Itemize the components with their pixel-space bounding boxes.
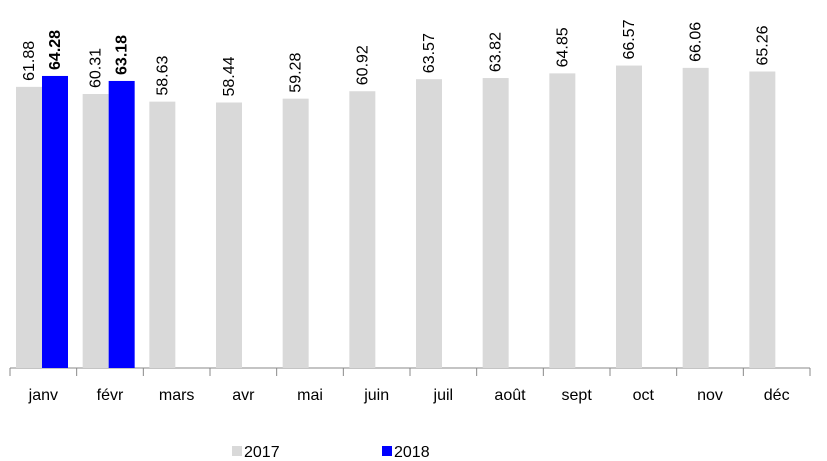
value-label: 59.28 [288, 53, 305, 93]
bar [349, 91, 376, 368]
value-label: 64.28 [47, 30, 64, 70]
legend-swatch [382, 446, 392, 456]
x-tick-label: avr [232, 387, 255, 404]
bar [42, 75, 68, 369]
bar [549, 73, 576, 369]
x-tick-label: sept [562, 387, 593, 404]
value-label: 66.06 [688, 22, 705, 62]
bar [416, 79, 442, 369]
value-label: 58.63 [154, 55, 171, 95]
bar [682, 67, 709, 369]
legend-label: 2018 [394, 444, 430, 461]
legend-label: 2017 [244, 444, 280, 461]
legend-swatch [232, 446, 242, 456]
bar [282, 98, 309, 368]
bar [108, 80, 135, 369]
value-label: 60.31 [88, 48, 105, 88]
x-tick-label: nov [697, 387, 723, 404]
value-label: 63.57 [421, 33, 438, 73]
x-tick-label: mars [159, 387, 195, 404]
value-label: 64.85 [554, 27, 571, 67]
bar [82, 93, 109, 368]
x-tick-label: mai [297, 387, 323, 404]
value-label: 65.26 [754, 25, 771, 65]
value-label: 63.82 [488, 32, 505, 72]
x-tick-label: déc [764, 387, 790, 404]
value-label: 60.92 [354, 45, 371, 85]
x-tick-label: août [494, 387, 526, 404]
x-tick-label: juil [433, 387, 454, 404]
bar [482, 78, 509, 369]
x-tick-label: juin [363, 387, 389, 404]
bar [16, 86, 42, 368]
bar [749, 71, 776, 368]
value-label: 58.44 [221, 56, 238, 96]
bar [616, 65, 642, 368]
x-tick-label: janv [28, 387, 58, 404]
x-tick-label: févr [97, 387, 124, 404]
value-label: 63.18 [114, 35, 131, 75]
bar [216, 102, 242, 368]
bar [149, 101, 176, 369]
value-label: 66.57 [621, 19, 638, 59]
x-tick-label: oct [633, 387, 655, 404]
value-label: 61.88 [21, 41, 38, 81]
